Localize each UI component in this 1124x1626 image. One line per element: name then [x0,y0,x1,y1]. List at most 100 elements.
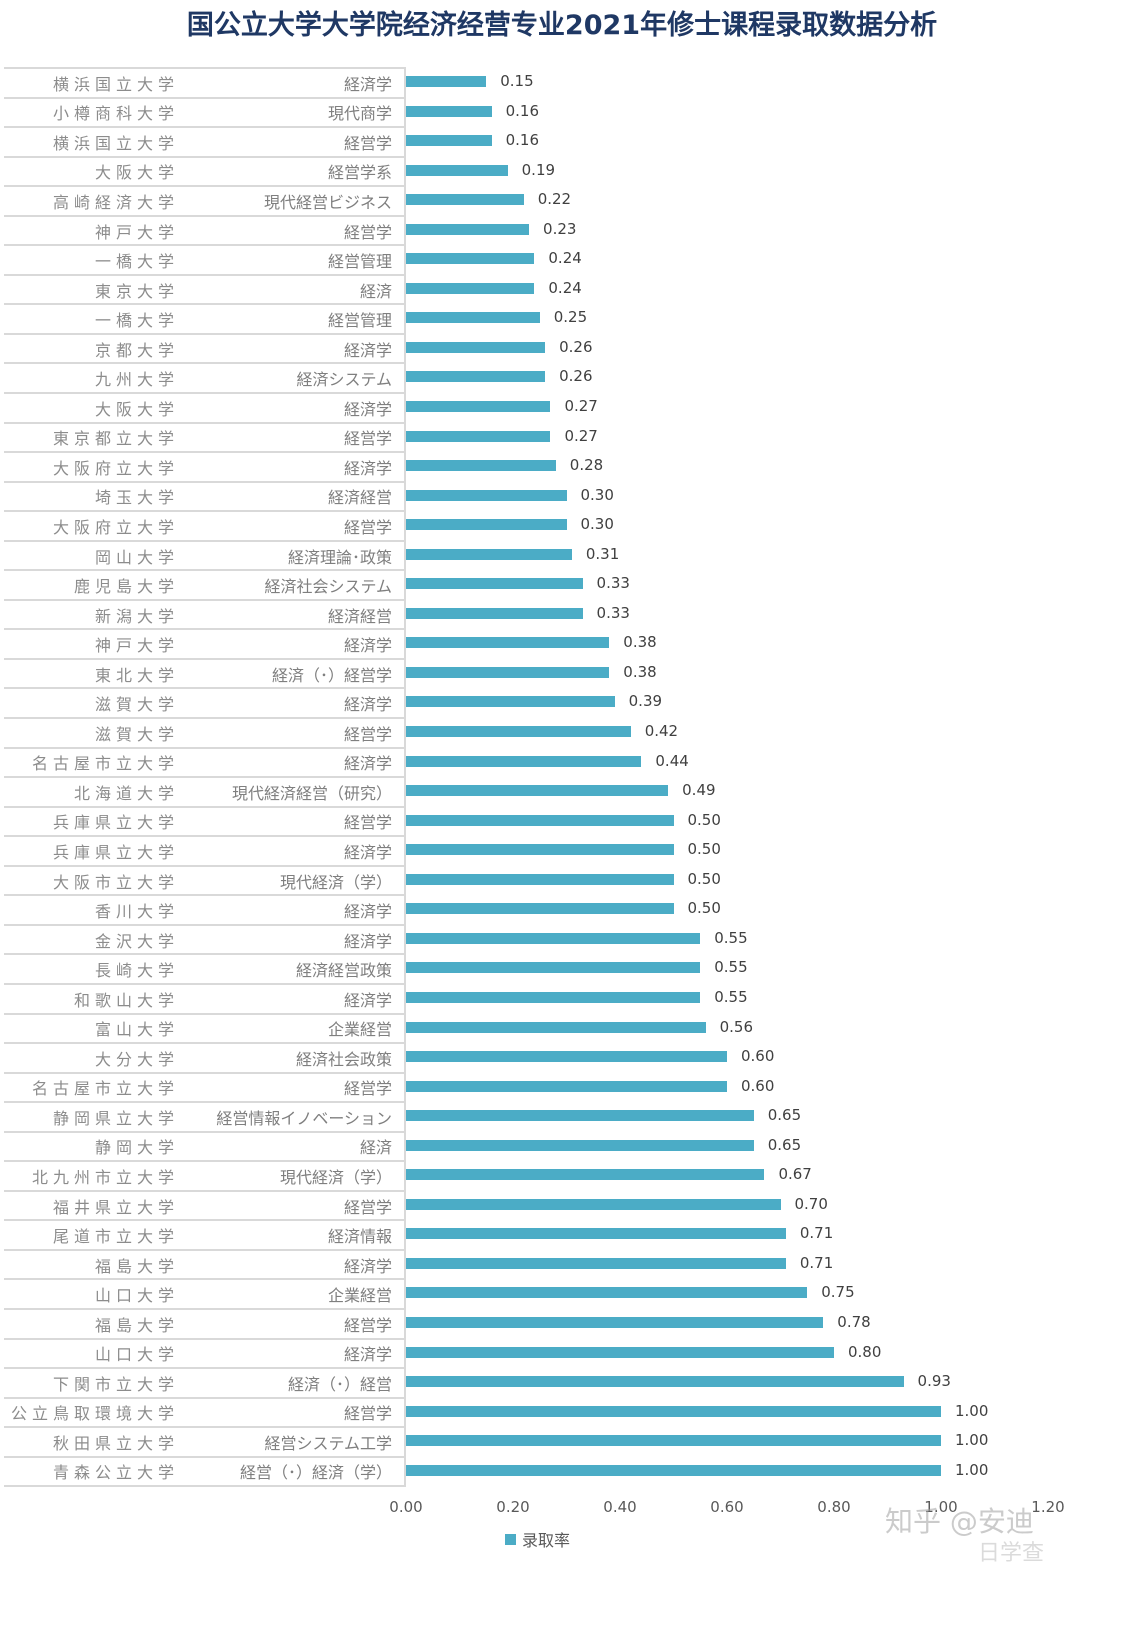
data-bar [406,991,701,1003]
major-label: 経済経営 [327,488,392,508]
university-label: 兵庫県立大学 [52,842,179,862]
university-label: 横浜国立大学 [52,133,179,153]
x-axis-ticks: 0.00 0.20 0.40 0.60 0.80 1.00 1.20 [0,1498,1124,1522]
data-label: 0.60 [741,1047,775,1066]
bar-row: 0.24 [406,244,1106,274]
data-bar [406,1316,824,1328]
category-row: 名古屋市立大学 経済学 [4,749,404,779]
data-bar [406,1110,754,1122]
x-tick-label: 0.00 [389,1498,423,1516]
category-row: 鹿児島大学 経済社会システム [4,571,404,601]
major-label: 経済学 [343,931,392,951]
bar-row: 0.38 [406,628,1106,658]
category-row: 大阪府立大学 経済学 [4,453,404,483]
university-label: 東京都立大学 [52,429,179,449]
major-label: 企業経営 [327,1286,392,1306]
category-row: 滋賀大学 経済学 [4,689,404,720]
university-label: 東北大学 [94,665,179,685]
data-label: 0.31 [585,544,620,563]
university-label: 大分大学 [94,1049,179,1069]
data-label: 0.65 [767,1135,802,1154]
data-bar [406,1051,727,1063]
bar-row: 1.00 [406,1456,1106,1486]
data-label: 0.26 [559,367,593,386]
major-label: 経営学 [343,222,392,242]
data-label: 0.60 [741,1076,775,1095]
data-bar [406,194,524,206]
data-label: 0.38 [623,633,657,652]
data-label: 0.67 [778,1165,812,1184]
major-label: 経済経営政策 [295,961,392,981]
major-label: 現代経済経営（研究） [231,783,392,803]
data-bar [406,519,567,531]
data-bar [406,548,572,560]
bar-row: 0.60 [406,1042,1106,1072]
university-label: 秋田県立大学 [52,1433,179,1453]
major-label: 経済学 [343,1256,392,1276]
data-label: 0.38 [623,662,657,681]
bar-row: 0.65 [406,1131,1106,1161]
data-bar [406,962,701,974]
university-label: 静岡県立大学 [52,1108,179,1128]
university-label: 一橋大学 [94,252,179,272]
legend: 录取率 [505,1527,570,1551]
bar-row: 0.39 [406,687,1106,717]
university-label: 大阪大学 [94,399,179,419]
category-row: 和歌山大学 経済学 [4,985,404,1015]
data-label: 0.55 [714,928,748,947]
bar-row: 0.27 [406,392,1106,422]
university-label: 香川大学 [94,902,179,922]
data-label: 0.27 [564,426,598,445]
university-label: 北海道大学 [73,783,179,803]
watermark: 知乎 @安迪 [885,1505,1034,1538]
major-label: 経営学系 [327,163,392,183]
category-row: 東北大学 経済（･）経営学 [4,660,404,690]
data-bar [406,607,583,619]
university-label: 山口大学 [94,1345,179,1365]
data-bar [406,1405,941,1417]
category-row: 富山大学 企業経営 [4,1015,404,1045]
data-label: 0.71 [799,1253,834,1272]
university-label: 下関市立大学 [52,1374,179,1394]
university-label: 兵庫県立大学 [52,813,179,833]
major-label: 経済 [359,1138,392,1158]
plot-area: 0.15 0.16 0.16 0.19 0.22 0.23 0.24 0.24 0.25 0.26… [406,67,1106,1487]
major-label: 経営学 [343,724,392,744]
data-label: 0.55 [714,987,748,1006]
university-label: 富山大学 [94,1020,179,1040]
data-bar [406,1080,727,1092]
data-label: 0.55 [714,958,748,977]
major-label: 経営（･）経済（学） [239,1463,392,1483]
bar-row: 0.33 [406,599,1106,629]
bar-row: 1.00 [406,1426,1106,1456]
university-label: 新潟大学 [94,606,179,626]
data-bar [406,253,535,265]
university-label: 神戸大学 [94,636,179,656]
data-label: 0.19 [521,160,556,179]
data-label: 0.42 [644,722,679,741]
university-label: 大阪大学 [94,163,179,183]
category-row: 長崎大学 経済経営政策 [4,955,404,985]
data-label: 1.00 [955,1460,989,1479]
major-label: 経済学 [343,754,392,774]
category-row: 一橋大学 経営管理 [4,305,404,335]
data-bar [406,105,492,117]
data-bar [406,164,508,176]
category-row: 横浜国立大学 経営学 [4,128,404,158]
category-row: 金沢大学 経済学 [4,926,404,956]
category-label-table: 横浜国立大学 経済学 小樽商科大学 現代商学 横浜国立大学 経営学 大阪大学 経営学系 高崎経済… [4,67,404,1488]
major-label: 経済社会政策 [295,1049,392,1069]
university-label: 神戸大学 [94,222,179,242]
major-label: 経済学 [343,74,392,94]
major-label: 経済（･）経営 [287,1374,392,1394]
data-bar [406,873,674,885]
data-bar [406,1435,941,1447]
data-label: 0.22 [537,190,572,209]
bar-row: 0.44 [406,747,1106,777]
data-bar [406,1257,786,1269]
major-label: 経営学 [343,1079,392,1099]
data-bar [406,282,535,294]
university-label: 青森公立大学 [52,1463,179,1483]
data-label: 0.93 [917,1372,951,1391]
university-label: 一橋大学 [94,311,179,331]
